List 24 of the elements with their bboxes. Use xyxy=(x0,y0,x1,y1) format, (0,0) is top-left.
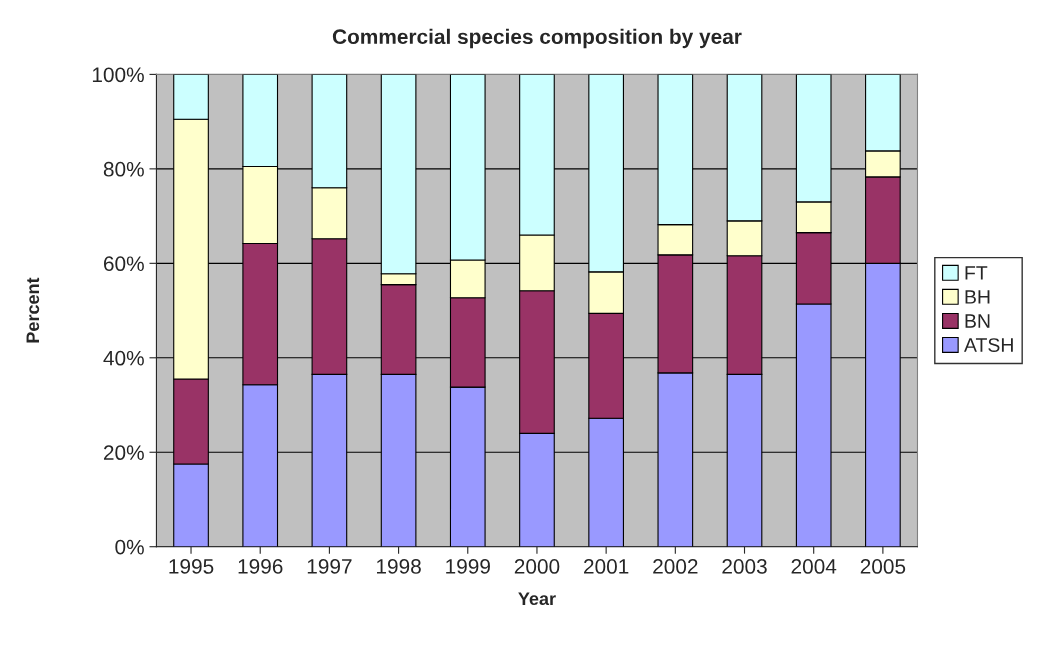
x-tick-label: 2003 xyxy=(722,559,767,574)
x-tick-label: 2002 xyxy=(653,559,698,574)
x-tick-label: 1999 xyxy=(446,559,490,574)
x-tick-label: 1997 xyxy=(307,559,352,574)
x-tick-label: 2004 xyxy=(791,559,837,574)
x-axis-title: Year xyxy=(518,592,556,606)
y-tick-label: 20% xyxy=(103,445,144,461)
x-tick-label: 2001 xyxy=(584,559,629,574)
y-tick-label: 40% xyxy=(103,350,144,366)
x-tick-label: 1995 xyxy=(169,559,214,574)
y-tick-label: 60% xyxy=(103,256,144,272)
x-tick-label: 2000 xyxy=(514,559,560,574)
chart-title: Commercial species composition by year xyxy=(332,28,742,49)
y-tick-label: 0% xyxy=(115,539,144,555)
y-tick-label: 80% xyxy=(103,161,144,177)
y-axis-title: Percent xyxy=(26,277,40,343)
x-tick-label: 1996 xyxy=(238,559,283,574)
legend-label: BN xyxy=(965,314,990,328)
legend-label: ATSH xyxy=(964,338,1013,352)
y-tick-label: 100% xyxy=(92,67,144,83)
x-tick-label: 1998 xyxy=(377,559,421,574)
x-tick-label: 2005 xyxy=(860,559,906,574)
legend-label: FT xyxy=(965,266,988,280)
legend-label: BH xyxy=(965,290,990,304)
